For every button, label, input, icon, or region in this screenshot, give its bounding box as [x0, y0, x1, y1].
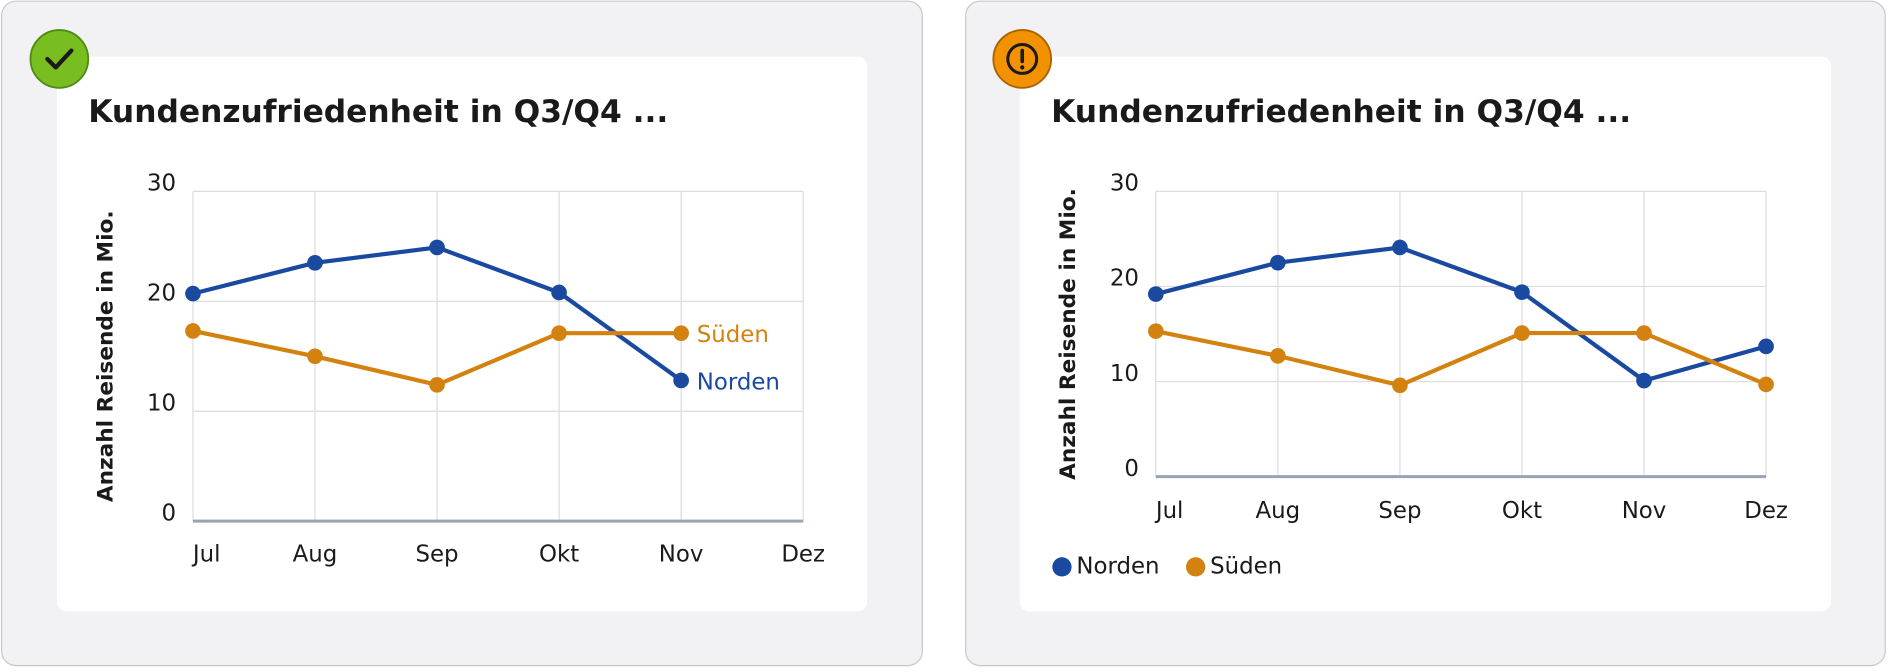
- data-point: [1636, 325, 1652, 341]
- x-tick-label: Dez: [781, 541, 825, 567]
- legend-label: Süden: [1210, 553, 1282, 579]
- x-tick-label: Okt: [1502, 498, 1542, 524]
- x-tick-label: Aug: [293, 541, 338, 567]
- data-point: [1270, 348, 1286, 364]
- series-label: Norden: [697, 369, 780, 395]
- series-line: [1155, 329, 1767, 388]
- legend-label: Norden: [1076, 553, 1159, 579]
- data-point: [1148, 286, 1164, 302]
- chart-title: Kundenzufriedenheit in Q3/Q4 ...: [1051, 94, 1631, 130]
- data-point: [1392, 239, 1408, 256]
- data-point: [673, 325, 689, 342]
- warning-icon: [992, 29, 1053, 89]
- data-point: [429, 377, 445, 393]
- data-point: [1392, 377, 1408, 394]
- x-tick-label: Jul: [191, 541, 221, 567]
- x-tick-label: Nov: [659, 541, 704, 567]
- data-point: [185, 285, 201, 302]
- card: [1019, 56, 1832, 612]
- data-point: [1636, 372, 1652, 389]
- x-tick-label: Jul: [1154, 498, 1184, 524]
- data-point: [307, 255, 323, 271]
- card: [56, 56, 867, 612]
- y-axis-label: Anzahl Reisende in Mio.: [1056, 188, 1081, 480]
- y-tick-label: 30: [1110, 171, 1139, 197]
- y-tick-label: 10: [1110, 361, 1139, 387]
- y-tick-label: 0: [1124, 456, 1139, 482]
- legend-marker: [1186, 557, 1206, 577]
- data-point: [1270, 254, 1286, 271]
- data-point: [1514, 284, 1530, 300]
- y-tick-label: 0: [162, 500, 177, 526]
- data-point: [429, 239, 445, 256]
- data-point: [1758, 376, 1774, 393]
- data-point: [185, 323, 201, 339]
- y-tick-label: 20: [1110, 266, 1139, 292]
- x-tick-label: Dez: [1744, 498, 1788, 524]
- legend-marker: [1052, 557, 1072, 577]
- y-tick-label: 20: [147, 281, 176, 307]
- data-point: [551, 284, 567, 301]
- y-tick-label: 30: [147, 171, 176, 197]
- good-icon: [29, 29, 90, 89]
- chart-title: Kundenzufriedenheit in Q3/Q4 ...: [88, 94, 668, 130]
- data-point: [1758, 338, 1774, 355]
- data-point: [1514, 325, 1530, 341]
- series-line: [1155, 245, 1767, 383]
- data-point: [673, 372, 689, 389]
- y-axis-label: Anzahl Reisende in Mio.: [93, 210, 118, 502]
- data-point: [307, 348, 323, 365]
- data-point: [1148, 323, 1164, 339]
- series-label: Süden: [697, 322, 769, 348]
- data-point: [551, 325, 567, 342]
- x-tick-label: Sep: [415, 541, 458, 567]
- x-tick-label: Sep: [1378, 498, 1421, 524]
- y-tick-label: 10: [147, 391, 176, 417]
- x-tick-label: Okt: [539, 541, 579, 567]
- x-tick-label: Nov: [1622, 498, 1667, 524]
- x-tick-label: Aug: [1256, 498, 1301, 524]
